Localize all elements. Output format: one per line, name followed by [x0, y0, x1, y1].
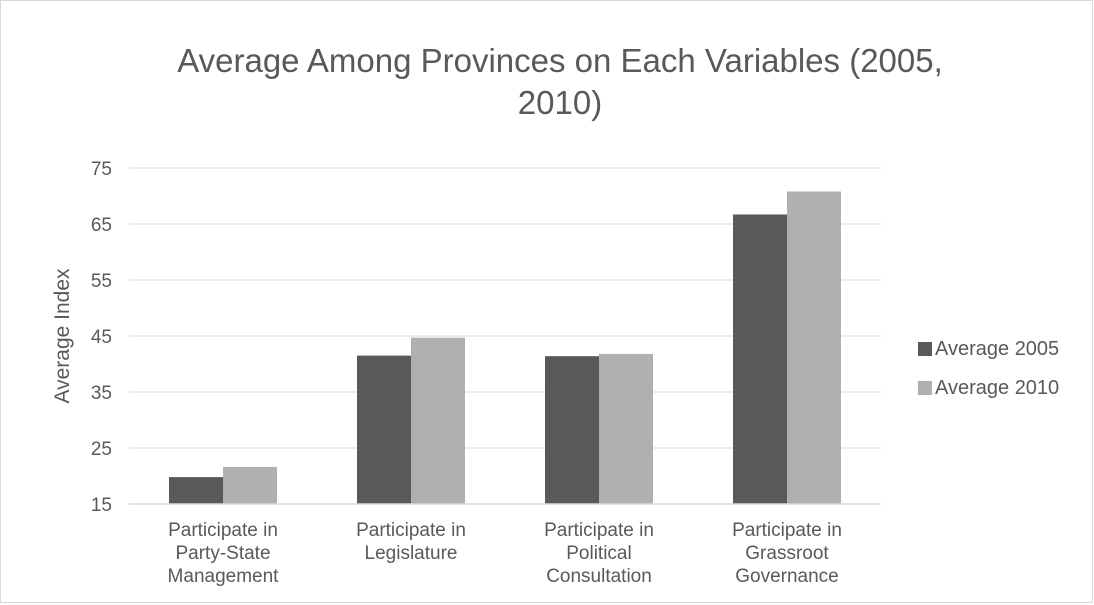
- x-category-label: Governance: [735, 566, 839, 587]
- x-category-label: Participate in: [544, 520, 654, 541]
- y-tick-label: 25: [91, 439, 112, 460]
- y-tick-label: 75: [91, 159, 112, 180]
- legend-label: Average 2005: [935, 338, 1059, 360]
- x-category-label: Consultation: [546, 566, 652, 587]
- y-axis-label: Average Index: [51, 268, 74, 404]
- chart-title-line: 2010): [518, 84, 602, 121]
- y-tick-label: 45: [91, 327, 112, 348]
- x-category-label: Legislature: [365, 543, 458, 564]
- chart-title: Average Among Provinces on Each Variable…: [177, 42, 943, 121]
- bar-2005-3: [545, 356, 599, 504]
- bar-2010-2: [411, 337, 465, 504]
- legend: Average 2005 Average 2010: [918, 338, 1059, 399]
- y-tick-label: 65: [91, 215, 112, 236]
- x-category-label: Participate in: [356, 520, 466, 541]
- y-tick-label: 55: [91, 271, 112, 292]
- bar-2005-1: [169, 477, 223, 504]
- chart-title-line: Average Among Provinces on Each Variable…: [177, 42, 943, 79]
- y-tick-label: 15: [91, 495, 112, 516]
- x-category-label: Management: [168, 566, 280, 587]
- x-axis-categories: Participate inParty-StateManagementParti…: [168, 520, 842, 587]
- bars: [169, 191, 841, 505]
- bar-2010-4: [787, 191, 841, 504]
- x-category-label: Party-State: [175, 543, 270, 564]
- y-axis-title: Average Index: [51, 268, 74, 404]
- bar-2010-1: [223, 467, 277, 504]
- bar-2005-2: [357, 355, 411, 504]
- bar-2005-4: [733, 214, 787, 505]
- y-axis-ticks: 15 25 35 45 55 65 75: [91, 159, 112, 516]
- x-category-label: Participate in: [732, 520, 842, 541]
- x-category-label: Grassroot: [745, 543, 829, 564]
- y-tick-label: 35: [91, 383, 112, 404]
- legend-swatch: [918, 342, 932, 356]
- legend-label: Average 2010: [935, 377, 1059, 399]
- x-category-label: Political: [566, 543, 631, 564]
- bar-2010-3: [599, 353, 653, 504]
- legend-swatch: [918, 381, 932, 395]
- x-category-label: Participate in: [168, 520, 278, 541]
